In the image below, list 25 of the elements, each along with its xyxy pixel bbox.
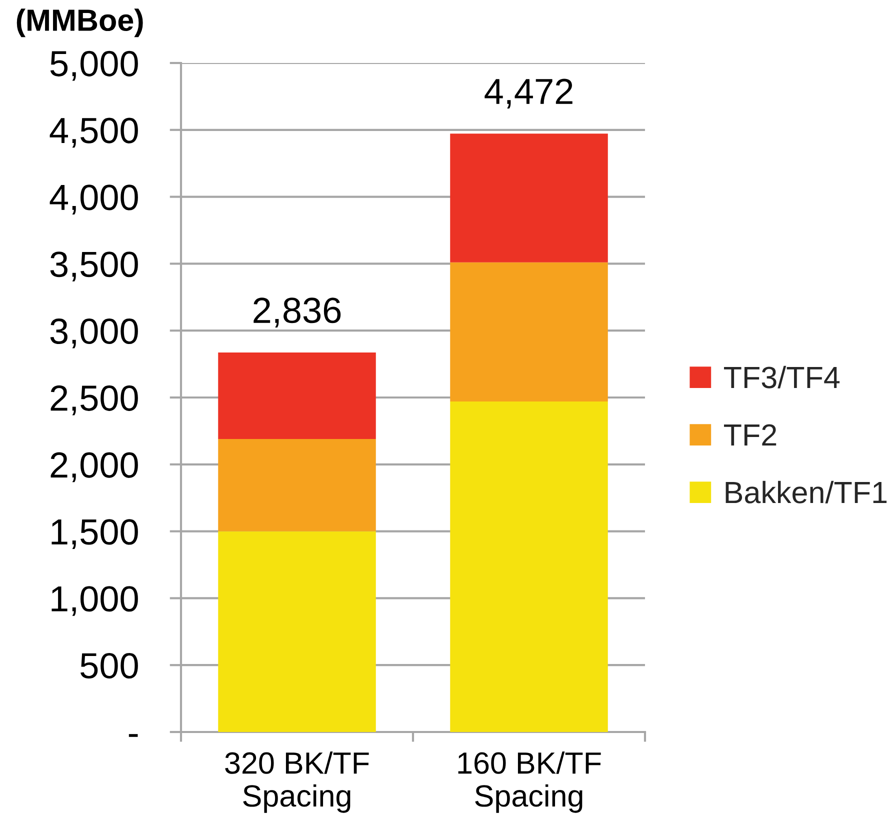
y-tick-label: 1,000 xyxy=(52,586,138,616)
total-label: 2,836 xyxy=(254,298,341,328)
y-tick-label: 2,000 xyxy=(50,452,138,482)
bar xyxy=(450,262,608,402)
y-axis-title: (MMBoe) xyxy=(16,8,143,38)
y-tick-label: 1,500 xyxy=(52,519,138,550)
bar xyxy=(450,402,608,732)
bar xyxy=(450,134,608,262)
x-tick-label: 320 BK/TF Spacing xyxy=(225,751,369,813)
bar xyxy=(218,531,376,732)
legend-label: TF2 xyxy=(724,424,776,446)
x-tick-label: 160 BK/TF Spacing xyxy=(458,751,601,813)
legend-label: TF3/TF4 xyxy=(724,366,840,388)
y-tick-label: 3,000 xyxy=(50,318,138,348)
y-tick-label: 500 xyxy=(80,652,138,679)
y-tick-label: 4,500 xyxy=(50,118,138,148)
y-tick-label: - xyxy=(128,734,138,737)
total-label: 4,472 xyxy=(484,78,572,109)
legend-label: Bakken/TF1 xyxy=(726,480,887,504)
y-tick-label: 5,000 xyxy=(50,50,138,81)
bar xyxy=(218,438,376,532)
y-tick-label: 2,500 xyxy=(50,385,138,416)
y-tick-label: 4,000 xyxy=(50,184,138,215)
y-tick-label: 3,500 xyxy=(50,252,138,282)
bar xyxy=(218,352,376,439)
